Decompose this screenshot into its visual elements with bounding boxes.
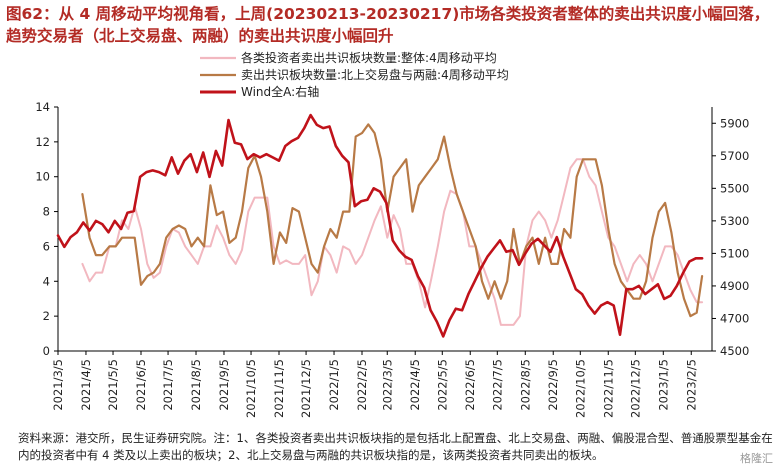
watermark-logo: 格隆汇 — [740, 452, 773, 465]
x-tick-label: 2021/9/5 — [217, 359, 231, 411]
x-tick-label: 2021/5/5 — [106, 359, 120, 411]
right-tick-label: 4700 — [720, 311, 749, 325]
left-tick-label: 12 — [35, 135, 50, 149]
x-tick-label: 2022/11/5 — [601, 359, 615, 418]
left-tick-label: 14 — [35, 100, 50, 114]
legend-label-1: 各类投资者卖出共识板块数量:整体:4周移动平均 — [241, 50, 497, 65]
series-line-1 — [81, 158, 704, 326]
x-tick-label: 2021/3/5 — [51, 359, 65, 411]
x-tick-label: 2021/11/5 — [272, 359, 286, 418]
right-tick-label: 4500 — [720, 344, 749, 358]
left-tick-label: 10 — [35, 170, 50, 184]
x-tick-label: 2022/4/5 — [408, 359, 422, 411]
right-tick-label: 5900 — [720, 116, 749, 130]
x-tick-label: 2022/6/5 — [463, 359, 477, 411]
x-tick-label: 2021/10/5 — [244, 359, 258, 418]
x-tick-label: 2021/7/5 — [161, 359, 175, 411]
x-tick-label: 2022/1/5 — [327, 359, 341, 411]
left-tick-label: 6 — [43, 239, 50, 253]
left-tick-label: 0 — [43, 344, 50, 358]
x-tick-label: 2021/8/5 — [189, 359, 203, 411]
x-tick-label: 2022/7/5 — [490, 359, 504, 411]
left-tick-label: 8 — [43, 205, 50, 219]
series-line-3 — [56, 113, 704, 338]
x-tick-label: 2022/8/5 — [518, 359, 532, 411]
chart-title: 图62：从 4 周移动平均视角看，上周(20230213-20230217)市场… — [6, 5, 770, 45]
left-tick-label: 2 — [43, 309, 50, 323]
left-tick-label: 4 — [43, 274, 50, 288]
x-tick-label: 2022/5/5 — [435, 359, 449, 411]
right-tick-label: 4900 — [720, 279, 749, 293]
x-tick-label: 2021/6/5 — [134, 359, 148, 411]
right-tick-label: 5500 — [720, 181, 749, 195]
x-tick-label: 2022/9/5 — [546, 359, 560, 411]
right-tick-label: 5100 — [720, 246, 749, 260]
right-tick-label: 5300 — [720, 214, 749, 228]
series-line-2 — [81, 123, 704, 318]
right-tick-label: 5700 — [720, 149, 749, 163]
legend-label-3: Wind全A:右轴 — [241, 84, 319, 99]
x-tick-label: 2023/1/5 — [656, 359, 670, 411]
x-tick-label: 2023/2/5 — [684, 359, 698, 411]
x-tick-label: 2022/3/5 — [380, 359, 394, 411]
x-tick-label: 2022/10/5 — [573, 359, 587, 418]
source-note: 资料来源：港交所，民生证券研究院。注：1、各类投资者卖出共识板块指的是包括北上配… — [18, 431, 773, 462]
legend-label-2: 卖出共识板块数量:北上交易盘与两融:4周移动平均 — [241, 67, 509, 82]
x-tick-label: 2022/12/5 — [628, 359, 642, 418]
chart: 0 2 4 6 8 10 12 14 4500 4700 4900 5100 5300 5500 5700 5… — [35, 50, 749, 418]
x-tick-label: 2021/4/5 — [79, 359, 93, 411]
x-tick-label: 2021/12/5 — [299, 359, 313, 418]
x-tick-label: 2022/2/5 — [355, 359, 369, 411]
